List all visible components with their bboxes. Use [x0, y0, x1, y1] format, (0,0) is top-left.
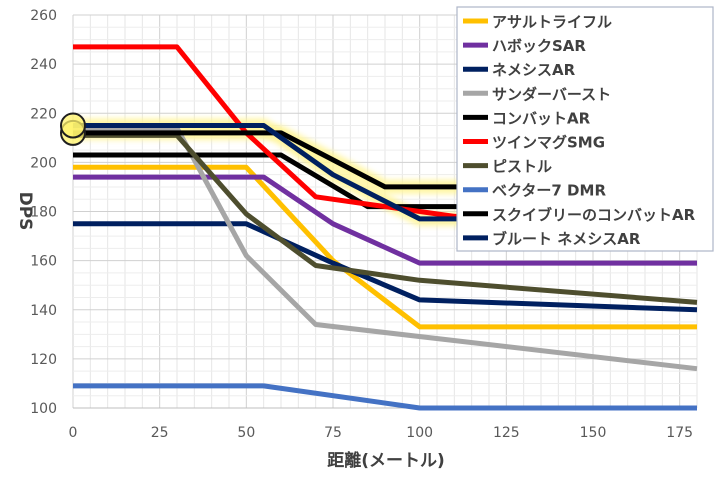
- x-tick-label: 0: [69, 425, 78, 441]
- y-tick-label: 140: [30, 303, 57, 319]
- series-line-1: [73, 174, 697, 266]
- legend-label: サンダーバースト: [492, 85, 611, 103]
- y-tick-label: 240: [30, 57, 57, 73]
- y-tick-label: 120: [30, 352, 57, 368]
- series-layer: [73, 44, 698, 411]
- x-tick-label: 50: [237, 425, 255, 441]
- x-tick-label: 25: [151, 425, 169, 441]
- grid: [72, 14, 698, 409]
- y-tick-label: 180: [30, 205, 57, 221]
- x-tick-label: 125: [493, 425, 520, 441]
- y-axis-title: DPS: [15, 192, 35, 231]
- legend-label: スクイブリーのコンバットAR: [492, 206, 696, 224]
- tick-labels: 0 25 50 75 100 125 150 175 100 120 140 160 180 200 220…: [30, 8, 693, 441]
- x-tick-label: 100: [406, 425, 433, 441]
- y-tick-label: 260: [30, 8, 57, 24]
- legend-label: ピストル: [492, 158, 552, 176]
- legend-label: ブルート ネメシスAR: [492, 230, 641, 248]
- x-axis-title: 距離(メートル): [327, 450, 445, 471]
- legend-label: ネメシスAR: [492, 61, 576, 79]
- legend-label: ツインマグSMG: [492, 134, 605, 152]
- series-line-2: [73, 221, 698, 313]
- y-tick-label: 200: [30, 155, 57, 171]
- legend-box: [456, 6, 714, 252]
- legend-label: アサルトライフル: [492, 13, 612, 31]
- x-tick-label: 75: [324, 425, 342, 441]
- series-line-7: [73, 383, 697, 411]
- y-tick-label: 220: [30, 106, 57, 122]
- x-tick-label: 175: [666, 425, 693, 441]
- start-marker-9: [60, 112, 86, 139]
- legend-label: コンバットAR: [492, 109, 591, 127]
- y-tick-label: 100: [30, 401, 57, 417]
- legend-label: ベクター7 DMR: [492, 182, 606, 200]
- y-tick-label: 160: [30, 254, 57, 270]
- x-tick-label: 150: [580, 425, 607, 441]
- start-markers: [60, 112, 86, 146]
- legend-label: ハボックSAR: [492, 37, 586, 55]
